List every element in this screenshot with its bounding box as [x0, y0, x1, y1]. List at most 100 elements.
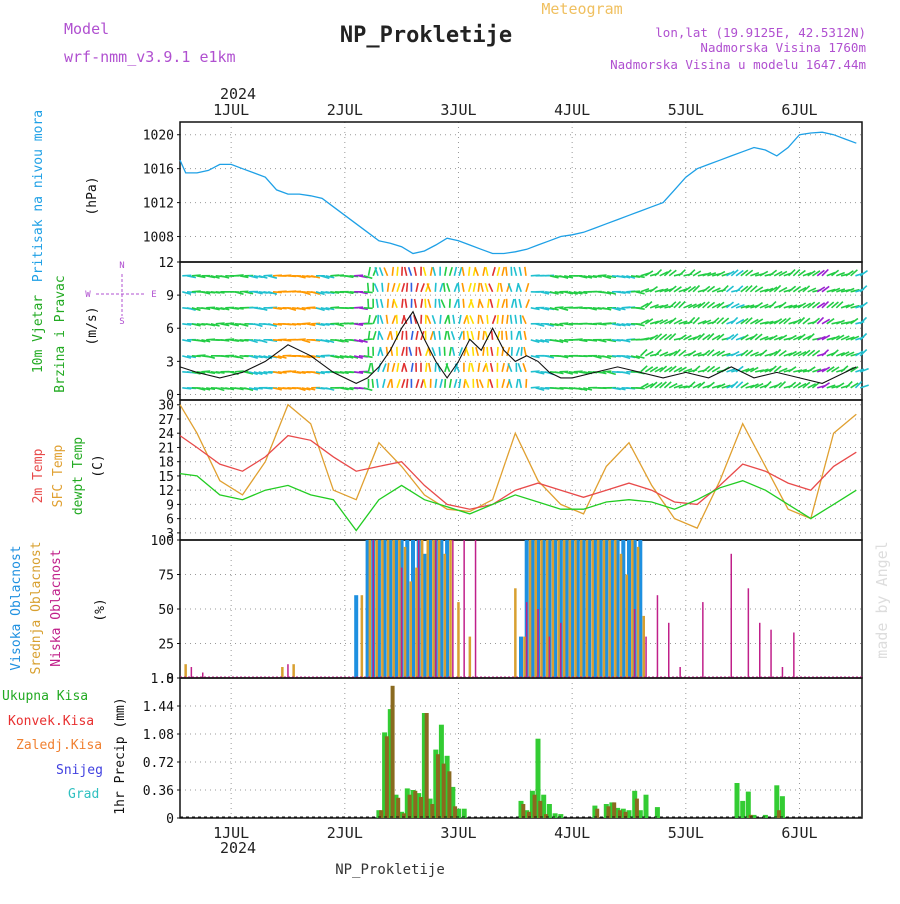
year-label-bottom: 2024: [220, 839, 256, 857]
y-tick-label: 24: [158, 427, 174, 442]
conv-precip-bar: [749, 815, 753, 818]
low-cloud-bar: [549, 637, 551, 678]
wind-barb: [392, 363, 394, 372]
wind-barb: [435, 283, 436, 292]
y-tick-label: 6: [166, 322, 174, 337]
wind-barb: [397, 267, 398, 276]
wind-barb: [397, 283, 400, 292]
wind-barb: [519, 299, 521, 308]
low-cloud-bar: [191, 667, 193, 678]
altitude-label: Nadmorska Visina 1760m: [700, 40, 866, 55]
mid-cloud-bar: [449, 540, 452, 678]
wind-barb: [434, 331, 436, 340]
wind-barb: [459, 331, 462, 339]
wind-barb: [429, 363, 431, 372]
wind-barb: [459, 267, 461, 276]
legend-total-precip: Ukupna Kisa: [2, 689, 88, 704]
wind-barb: [392, 315, 395, 323]
wind-barb: [483, 331, 484, 340]
wind-barb: [421, 283, 424, 291]
wind-barb: [409, 267, 412, 276]
wind-barb: [459, 315, 461, 324]
wind-barb: [523, 363, 526, 372]
wind-barb: [485, 283, 488, 292]
mid-cloud-bar: [569, 540, 572, 678]
meteogram-label: Meteogram: [541, 0, 622, 18]
mid-cloud-bar: [427, 540, 430, 678]
wind-barb: [263, 275, 272, 276]
pressure-axis-units: (hPa): [85, 176, 100, 215]
wind-barb: [368, 267, 370, 276]
compass-north: N: [119, 261, 124, 271]
wind-barb: [491, 347, 493, 356]
mid-cloud-bar: [552, 540, 555, 678]
wind-barb: [555, 307, 564, 308]
wind-barb: [520, 315, 521, 324]
wind-barb: [364, 292, 373, 293]
wind-barb: [473, 347, 474, 356]
wind-barb: [512, 299, 514, 308]
wind-barb: [487, 347, 488, 356]
conv-precip-bar: [396, 798, 400, 818]
wind-barb: [493, 267, 496, 276]
wind-barb: [411, 331, 412, 340]
y-tick-label: 50: [158, 603, 174, 618]
wind-barb: [478, 331, 479, 340]
wind-barb: [297, 339, 306, 340]
y-tick-label: 25: [158, 638, 174, 653]
wind-barb: [521, 347, 522, 356]
mid-cloud-bar: [540, 540, 543, 678]
conv-precip-bar: [538, 801, 542, 818]
wind-barb: [423, 267, 425, 276]
mid-cloud-bar: [457, 602, 460, 678]
wind-barb: [860, 286, 867, 292]
mid-cloud-bar: [563, 540, 566, 678]
total-precip-bar: [735, 783, 740, 818]
low-cloud-bar: [679, 667, 681, 678]
wind-barb: [431, 267, 433, 276]
wind-barb: [476, 347, 478, 356]
low-cloud-bar: [537, 609, 539, 678]
y-tick-label: 1020: [143, 129, 174, 144]
wind-barb: [388, 283, 389, 292]
mid-cloud-bar: [574, 540, 577, 678]
wind-barb: [435, 379, 436, 388]
wind-barb: [497, 267, 499, 276]
wind-barb: [404, 363, 407, 372]
wind-barb: [525, 267, 526, 276]
mid-cloud-bar: [637, 547, 640, 678]
wind-barb: [469, 363, 470, 372]
wind-barb: [489, 284, 493, 292]
wind-frame: [180, 262, 862, 400]
wind-barb: [392, 267, 393, 276]
wind-barb: [432, 315, 435, 324]
wind-barb: [516, 379, 518, 388]
wind-barb: [598, 275, 607, 276]
wind-barb: [364, 372, 373, 373]
mid-cloud-bar: [535, 540, 538, 678]
mid-cloud-bar: [523, 637, 526, 678]
mid-cloud-bar: [361, 595, 364, 678]
wind-barb: [444, 283, 445, 292]
wind-barb: [519, 267, 521, 276]
wind-barb: [502, 267, 504, 276]
wind-barb: [524, 347, 526, 356]
conv-precip-bar: [419, 797, 423, 818]
top-date-label: 1JUL: [213, 101, 249, 119]
conv-precip-bar: [391, 686, 395, 818]
y-tick-label: 1.44: [143, 700, 174, 715]
wind-barb: [425, 299, 426, 308]
low-cloud-bar: [793, 633, 795, 679]
wind-barb: [467, 331, 468, 340]
cloud-axis-units: (%): [93, 598, 108, 621]
low-cloud-bar: [463, 540, 465, 678]
wind-barb: [478, 283, 479, 292]
wind-barb: [368, 283, 369, 292]
conv-precip-bar: [635, 799, 639, 818]
mid-cloud-bar: [410, 581, 413, 678]
mid-cloud-bar: [281, 667, 284, 678]
wind-barb: [368, 315, 370, 324]
wind-barb: [860, 317, 866, 323]
